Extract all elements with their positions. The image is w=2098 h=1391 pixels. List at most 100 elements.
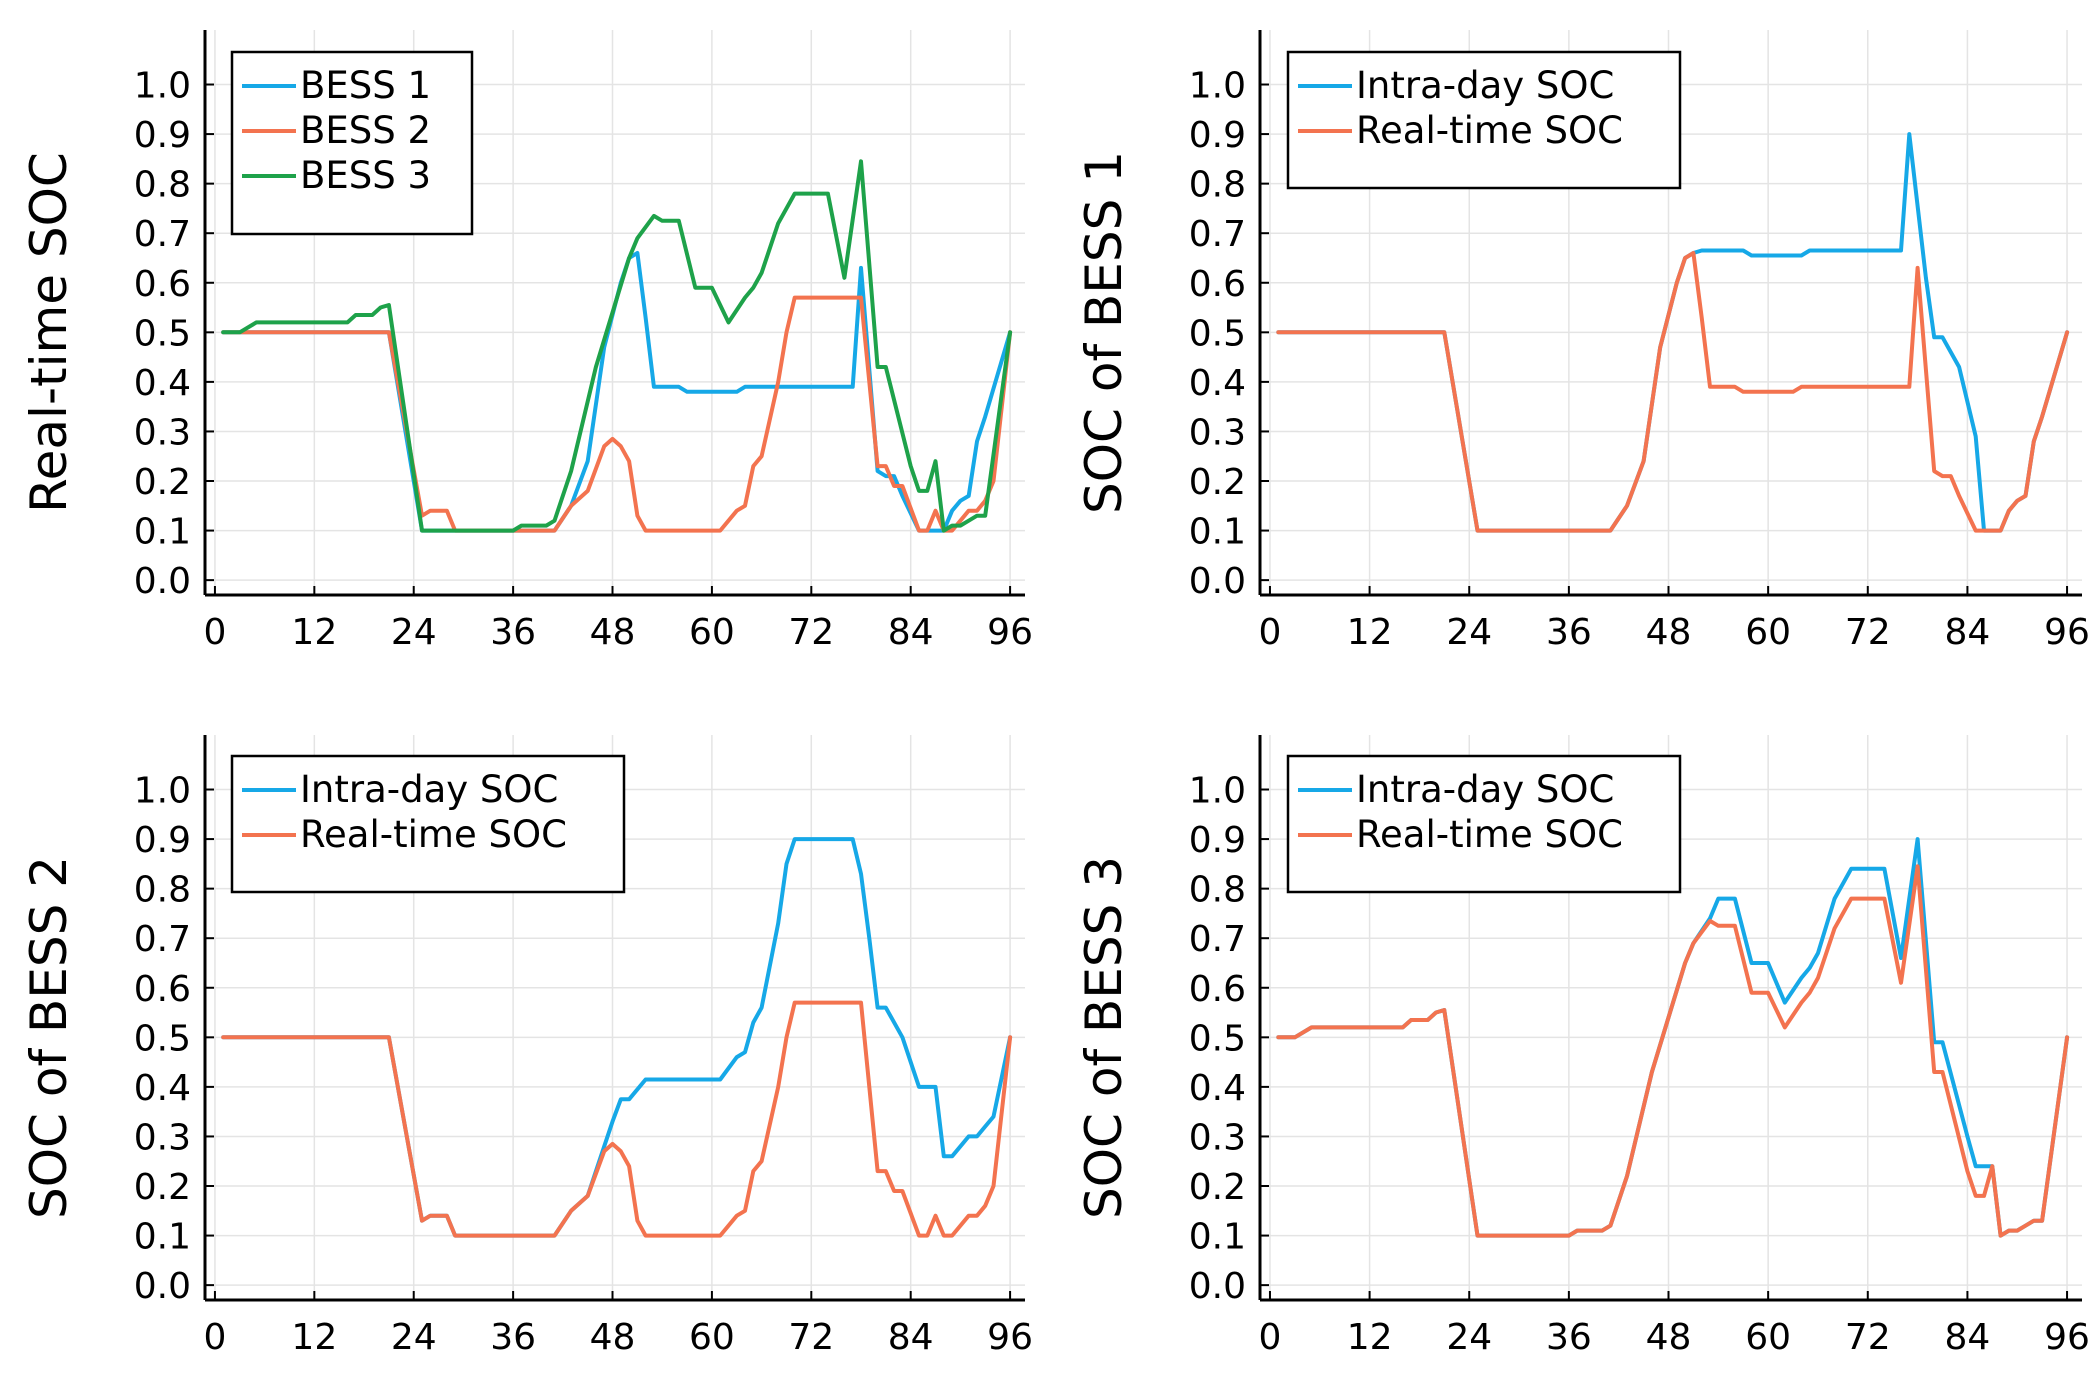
x-tick-label: 84 [1945,612,1991,653]
y-tick-label: 0.8 [1189,165,1246,206]
legend-label: BESS 3 [300,154,431,197]
series-line-real-time-soc [221,1000,1013,1238]
x-tick-label: 12 [291,612,337,653]
y-tick-label: 0.1 [134,1217,191,1258]
y-tick-label: 0.9 [134,820,191,861]
y-tick-label: 0.4 [134,363,191,404]
y-tick-label: 0.4 [1189,363,1246,404]
x-tick-label: 24 [391,1317,437,1358]
x-tick-label: 60 [1745,612,1791,653]
legend-frame [1286,754,1682,894]
y-tick-label: 0.9 [1189,115,1246,156]
y-tick-label: 0.3 [134,1117,191,1158]
x-tick-label: 0 [203,612,226,653]
legend-label: Real-time SOC [1356,813,1623,856]
y-tick-label: 0.2 [134,462,191,503]
x-tick-label: 60 [689,612,735,653]
y-axis-title: SOC of BESS 2 [20,856,78,1219]
panel-2: 0 12 24 36 48 60 72 84 96 0.0 0.1 0.2 0.3 0.4 0.5 0.6 0.… [1075,30,2090,653]
y-tick-label: 1.0 [1189,771,1246,812]
panel-3: 0 12 24 36 48 60 72 84 96 0.0 0.1 0.2 0.3 0.4 0.5 0.6 0.… [20,735,1033,1358]
panel-1: 0 12 24 36 48 60 72 84 96 0.0 0.1 0.2 0.3 0.4 0.5 0.6 0.… [20,30,1033,653]
x-tick-label: 84 [888,612,934,653]
legend-label: Intra-day SOC [1356,64,1614,107]
y-tick-label: 0.1 [1189,512,1246,553]
y-tick-label: 0.4 [134,1068,191,1109]
x-tick-label: 72 [788,1317,834,1358]
x-tick-label: 12 [291,1317,337,1358]
x-tick-label: 12 [1347,612,1393,653]
x-tick-label: 96 [2044,1317,2090,1358]
y-axis-title: SOC of BESS 1 [1075,151,1133,514]
x-tick-label: 36 [490,612,536,653]
x-tick-label: 48 [590,612,636,653]
x-tick-label: 36 [1546,1317,1592,1358]
x-tick-label: 24 [391,612,437,653]
y-tick-label: 0.5 [1189,313,1246,354]
y-tick-label: 0.0 [134,561,191,602]
y-tick-label: 1.0 [134,66,191,107]
legend-frame [1286,50,1682,190]
y-tick-label: 0.8 [134,870,191,911]
y-tick-label: 0.7 [134,214,191,255]
x-tick-label: 24 [1446,612,1492,653]
panel-4: 0 12 24 36 48 60 72 84 96 0.0 0.1 0.2 0.3 0.4 0.5 0.6 0.… [1075,735,2090,1358]
x-tick-label: 72 [788,612,834,653]
y-tick-label: 0.5 [134,313,191,354]
y-tick-label: 0.4 [1189,1068,1246,1109]
legend-label: Intra-day SOC [1356,768,1614,811]
y-tick-label: 0.3 [134,412,191,453]
x-tick-label: 0 [1259,1317,1282,1358]
y-tick-label: 0.2 [1189,1167,1246,1208]
x-tick-label: 84 [888,1317,934,1358]
series-line-real-time-soc [1276,864,2070,1238]
legend-label: Intra-day SOC [300,768,558,811]
y-tick-label: 0.0 [134,1266,191,1307]
y-tick-label: 1.0 [134,771,191,812]
y-axis-title: SOC of BESS 3 [1075,856,1133,1219]
x-tick-label: 12 [1347,1317,1393,1358]
legend-label: BESS 1 [300,64,431,107]
legend-frame [230,50,474,236]
series-line-bess-1 [221,251,1013,533]
y-tick-label: 0.5 [134,1018,191,1059]
y-tick-label: 0.8 [1189,870,1246,911]
y-tick-label: 0.3 [1189,412,1246,453]
y-tick-label: 0.9 [1189,820,1246,861]
series-line-real-time-soc [1276,251,2070,533]
y-tick-label: 0.1 [134,512,191,553]
series-line-bess-3 [221,159,1013,533]
y-tick-label: 0.2 [134,1167,191,1208]
x-tick-label: 96 [987,612,1033,653]
y-tick-label: 0.5 [1189,1018,1246,1059]
y-tick-label: 0.2 [1189,462,1246,503]
y-axis-title: Real-time SOC [20,152,78,513]
x-tick-label: 24 [1446,1317,1492,1358]
y-tick-label: 1.0 [1189,66,1246,107]
y-tick-label: 0.7 [134,919,191,960]
legend-label: BESS 2 [300,109,431,152]
y-tick-label: 0.7 [1189,214,1246,255]
x-tick-label: 48 [1646,612,1692,653]
y-tick-label: 0.6 [1189,969,1246,1010]
x-tick-label: 48 [1646,1317,1692,1358]
x-tick-label: 96 [2044,612,2090,653]
y-tick-label: 0.6 [1189,264,1246,305]
x-tick-label: 36 [490,1317,536,1358]
x-tick-label: 0 [1259,612,1282,653]
y-tick-label: 0.6 [134,969,191,1010]
legend-label: Real-time SOC [300,813,567,856]
y-tick-label: 0.6 [134,264,191,305]
x-tick-label: 48 [590,1317,636,1358]
x-tick-label: 96 [987,1317,1033,1358]
x-tick-label: 36 [1546,612,1592,653]
y-tick-label: 0.1 [1189,1217,1246,1258]
y-tick-label: 0.8 [134,165,191,206]
x-tick-label: 60 [1745,1317,1791,1358]
x-tick-label: 72 [1845,1317,1891,1358]
